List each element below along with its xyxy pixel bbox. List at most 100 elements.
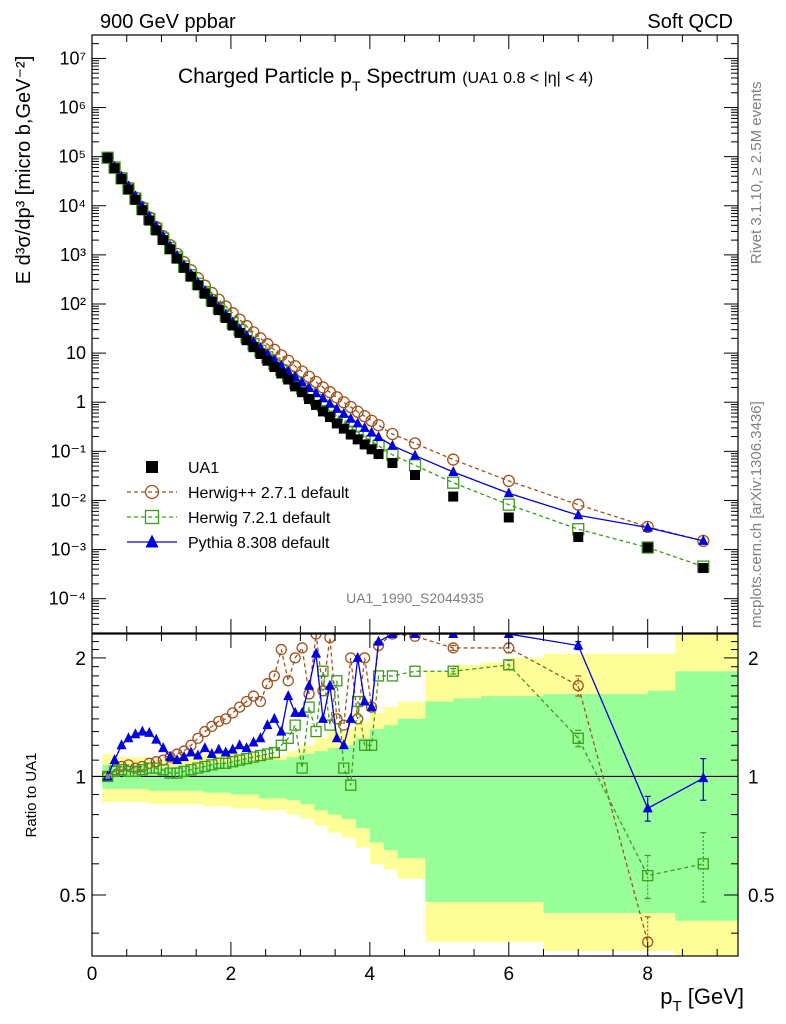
herwig7-point [447,476,460,489]
pythia-point [387,439,398,450]
data-point [165,244,176,255]
data-point [338,423,349,434]
data-point [642,542,653,553]
ratio-point-pythia [642,802,653,813]
data-point [144,215,155,226]
ratio-point-pythia [262,719,273,730]
ratio-y-tick-label: 1 [75,767,86,788]
pythia-point [317,392,328,403]
herwig7-point [502,498,515,511]
mcplots-label: mcplots.cern.ch [arXiv:1306.3436] [748,401,765,628]
ratio-plot-frame [91,633,739,957]
x-label-main: p [660,984,672,1009]
legend-marker [144,509,160,525]
pythia-point [345,412,356,423]
legend-label: UA1 [188,460,219,477]
ratio-point-herwig7 [365,739,378,751]
data-point [410,469,420,480]
data-point [317,406,328,417]
ratio-point-herwig7 [386,670,399,682]
ratio-point-herwig7 [247,751,260,763]
ratio-point-pythia [410,634,420,638]
ratio-point-herwig7 [275,739,287,751]
ratio-point-herwig7 [261,748,274,760]
ratio-point-herwig7 [345,779,357,791]
pythia-point [373,431,384,442]
ratio-point-pythia [192,749,203,760]
data-point [109,163,120,174]
herwigpp-point [358,410,371,423]
ratio-point-herwig7 [227,756,239,768]
ratio-plot-area [92,634,738,956]
ratio-point-pythia [324,679,335,690]
ratio-point-herwig7 [192,762,204,774]
ratio-y-label: Ratio to UA1 [23,752,40,837]
pythia-point [573,509,584,520]
ratio-point-pythia [304,679,315,690]
data-point [116,174,127,185]
ratio-point-pythia [269,712,280,723]
chart-title: Charged Particle pT Spectrum (UA1 0.8 < |… [178,65,593,94]
herwigpp-point [372,419,385,432]
header-right: Soft QCD [647,11,733,33]
data-point [290,381,301,392]
ratio-point-herwig7 [185,764,197,776]
ratio-point-pythia [290,706,301,717]
ratio-point-herwigpp [233,701,246,713]
ratio-point-pythia [179,751,190,762]
ratio-point-herwig7 [220,757,232,769]
y-tick-label: 10 [66,343,86,363]
ratio-y-tick-label: 0.5 [60,886,86,907]
ratio-point-herwig7 [447,665,459,677]
ratio-point-pythia [387,634,398,638]
ratio-point-pythia [172,754,183,765]
pythia-point [642,521,653,532]
data-point [213,305,224,316]
legend-marker [146,461,158,473]
y-tick-label: 10⁵ [59,147,86,167]
ratio-point-herwigpp [331,713,343,725]
ratio-point-pythia [352,651,363,662]
data-point [255,348,266,359]
ratio-data-point [105,773,111,779]
ratio-point-pythia [165,751,176,762]
y-tick-label: 10⁻² [50,490,86,510]
ratio-point-herwig7 [409,665,421,677]
data-point [185,271,196,282]
title-main: Charged Particle p [178,65,352,88]
data-point [387,457,398,468]
data-point [241,335,252,346]
title-extra: (UA1 0.8 < |η| < 4) [462,70,593,87]
pythia-point [698,534,709,545]
ratio-point-herwigpp [192,732,204,744]
ratio-point-herwig7 [338,762,350,774]
data-point [331,418,342,429]
ratio-point-pythia [137,725,148,736]
data-point [220,312,231,323]
ratio-point-pythia [255,732,266,743]
ratio-y-tick-label-right: 0.5 [748,886,774,907]
pythia-point [324,397,335,408]
ratio-point-herwigpp [317,685,329,697]
ratio-point-pythia [144,726,155,737]
data-point [283,374,294,385]
header-left: 900 GeV ppbar [100,11,236,33]
data-point [172,253,183,264]
pythia-line [107,157,704,542]
ratio-point-herwigpp [261,678,274,690]
data-point [373,449,384,460]
ratio-point-pythia [185,746,196,757]
ratio-point-herwig7 [642,869,654,882]
data-point [227,320,238,331]
data-point [262,355,273,366]
data-point [206,296,217,307]
x-tick-label: 6 [503,964,514,985]
ratio-point-herwig7 [213,757,225,769]
ratio-point-herwig7 [697,858,709,870]
main-y-label: E d³σ/dp³ [micro b,GeV⁻²] [13,56,35,285]
data-point [503,512,514,523]
ratio-point-pythia [366,701,377,712]
ratio-point-pythia [345,712,356,723]
pythia-point [331,402,342,413]
pythia-point [410,449,420,460]
